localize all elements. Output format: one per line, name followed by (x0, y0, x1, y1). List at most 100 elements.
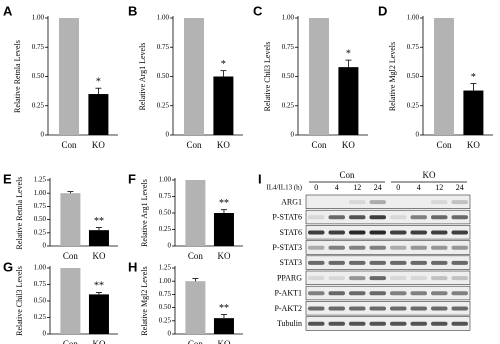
panel-letter: C (253, 3, 263, 18)
blot-strip (305, 209, 471, 225)
row-label: Tubulin (277, 319, 302, 328)
band (390, 321, 407, 326)
band (369, 321, 386, 326)
bar (184, 18, 204, 135)
y-tick-label: 1.00 (159, 277, 172, 285)
x-tick-label: KO (217, 339, 230, 344)
band (349, 245, 366, 250)
y-tick-label: 1.00 (407, 14, 420, 22)
band (308, 306, 325, 311)
x-tick-label: Con (63, 339, 79, 344)
x-tick-label: Con (63, 251, 79, 261)
bar (213, 318, 234, 334)
y-tick-label: 1.00 (157, 14, 170, 22)
bar (88, 230, 109, 246)
y-axis-label: Relative Arg1 Levels (140, 179, 149, 247)
band (349, 321, 366, 326)
band (431, 321, 448, 326)
band (410, 215, 427, 220)
panel-letter: D (378, 3, 387, 18)
blot-strip (305, 316, 471, 331)
time-label: 12 (353, 183, 361, 192)
band (349, 215, 366, 220)
band (349, 260, 366, 265)
y-axis-label: Relative Chil3 Levels (15, 266, 24, 336)
band (451, 321, 468, 326)
panel-letter: A (3, 3, 13, 18)
blot-strip (305, 194, 471, 209)
y-tick-label: 1.25 (159, 264, 172, 272)
y-tick-label: 1.00 (32, 14, 45, 22)
band (390, 306, 407, 311)
band (451, 276, 468, 281)
panel-letter: B (128, 3, 137, 18)
band (308, 245, 325, 250)
y-tick-label: 0.50 (159, 303, 172, 311)
row-label: P-STAT6 (272, 213, 302, 222)
y-tick-label: 1.00 (34, 189, 47, 197)
band (349, 291, 366, 296)
panel-letter: F (128, 171, 136, 186)
band (349, 230, 366, 235)
y-tick-label: 0 (41, 131, 45, 139)
band (328, 321, 345, 326)
y-axis-label: Relative Arg1 Levels (138, 43, 147, 111)
row-label: P-AKT1 (274, 289, 302, 298)
band (369, 291, 386, 296)
band (328, 260, 345, 265)
x-tick-label: KO (342, 140, 355, 150)
y-tick-label: 0.25 (34, 313, 47, 321)
time-label: 12 (435, 183, 443, 192)
bar (185, 281, 206, 334)
bar (213, 213, 234, 246)
y-tick-label: 1.00 (282, 14, 295, 22)
y-tick-label: 0.75 (159, 192, 172, 200)
significance: * (346, 48, 351, 59)
band (308, 321, 325, 326)
y-axis-label: Relative Mgl2 Levels (140, 266, 149, 335)
bar (60, 193, 81, 246)
band (410, 321, 427, 326)
band (431, 276, 448, 281)
band (390, 215, 407, 220)
band (451, 200, 468, 205)
row-label: STAT6 (280, 228, 302, 237)
band (451, 230, 468, 235)
band (410, 276, 427, 281)
y-tick-label: 0.75 (34, 280, 47, 288)
y-tick-label: 0 (43, 242, 47, 250)
y-axis-label: Relative Mgl2 Levels (388, 42, 397, 111)
band (328, 291, 345, 296)
y-tick-label: 0.75 (159, 290, 172, 298)
band (328, 245, 345, 250)
x-tick-label: Con (188, 339, 204, 344)
band (431, 291, 448, 296)
row-label: STAT3 (280, 258, 302, 267)
bar (59, 18, 79, 135)
band (451, 245, 468, 250)
significance: * (221, 59, 226, 70)
y-tick-label: 0 (166, 131, 170, 139)
row-label: P-AKT2 (274, 304, 302, 313)
band (410, 245, 427, 250)
x-tick-label: Con (61, 140, 77, 150)
band (369, 245, 386, 250)
band (410, 306, 427, 311)
x-tick-label: Con (311, 140, 327, 150)
blot-strip (305, 301, 471, 316)
band (390, 245, 407, 250)
y-tick-label: 0.50 (407, 72, 420, 80)
band (390, 260, 407, 265)
bar (213, 76, 234, 135)
y-tick-label: 0 (43, 330, 47, 338)
bar (60, 268, 81, 334)
y-tick-label: 0.25 (159, 225, 172, 233)
band (431, 215, 448, 220)
y-axis-label: Relative Chil3 Levels (263, 42, 272, 112)
band (390, 291, 407, 296)
panel-letter: H (128, 259, 137, 274)
y-tick-label: 0.50 (32, 72, 45, 80)
band (349, 276, 366, 281)
band (328, 276, 345, 281)
